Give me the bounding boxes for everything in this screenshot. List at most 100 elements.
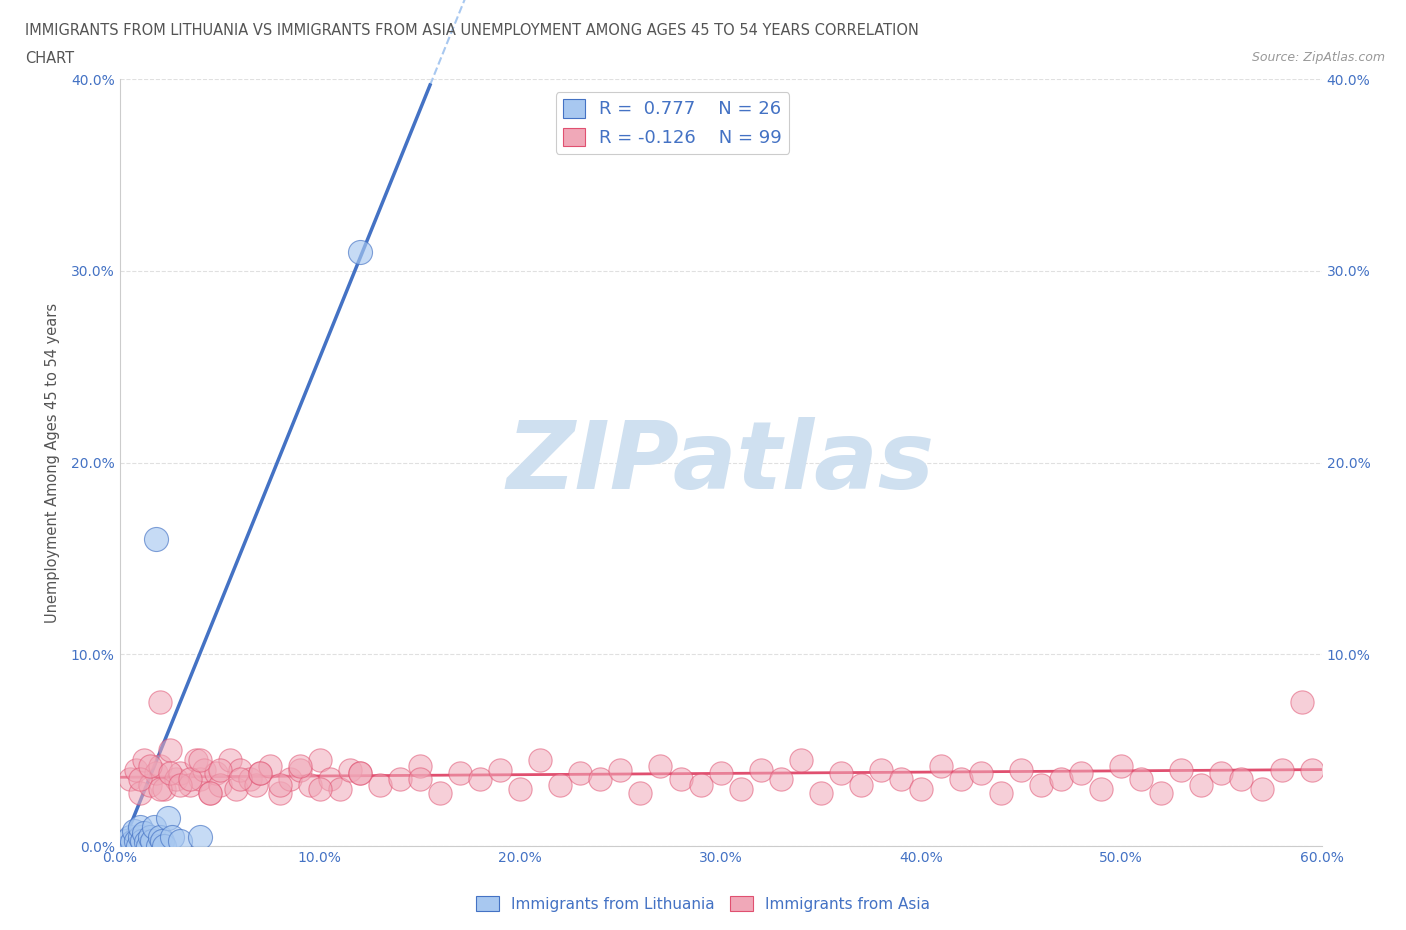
- Point: [128, 772, 150, 787]
- Point: [1271, 763, 1294, 777]
- Point: [929, 758, 952, 773]
- Point: [149, 830, 172, 844]
- Point: [132, 752, 155, 767]
- Point: [122, 824, 145, 839]
- Point: [128, 830, 150, 844]
- Point: [198, 785, 221, 800]
- Point: [179, 772, 201, 787]
- Point: [869, 763, 893, 777]
- Point: [349, 766, 371, 781]
- Point: [188, 830, 211, 844]
- Point: [179, 777, 201, 792]
- Point: [225, 781, 247, 796]
- Point: [890, 772, 912, 787]
- Point: [198, 785, 221, 800]
- Point: [145, 532, 167, 547]
- Point: [689, 777, 711, 792]
- Point: [709, 766, 731, 781]
- Point: [245, 777, 267, 792]
- Point: [630, 785, 652, 800]
- Point: [184, 752, 207, 767]
- Point: [409, 758, 432, 773]
- Point: [849, 777, 872, 792]
- Point: [269, 785, 291, 800]
- Point: [368, 777, 391, 792]
- Point: [218, 752, 240, 767]
- Point: [169, 833, 191, 848]
- Point: [1301, 763, 1323, 777]
- Point: [298, 777, 321, 792]
- Point: [165, 772, 187, 787]
- Point: [529, 752, 551, 767]
- Point: [249, 766, 271, 781]
- Point: [169, 766, 191, 781]
- Point: [141, 833, 163, 848]
- Text: CHART: CHART: [25, 51, 75, 66]
- Point: [790, 752, 813, 767]
- Point: [990, 785, 1012, 800]
- Point: [349, 766, 371, 781]
- Point: [339, 763, 361, 777]
- Point: [1010, 763, 1032, 777]
- Point: [319, 772, 342, 787]
- Point: [1250, 781, 1272, 796]
- Point: [149, 758, 172, 773]
- Point: [589, 772, 612, 787]
- Point: [160, 830, 183, 844]
- Point: [124, 763, 146, 777]
- Point: [138, 777, 160, 792]
- Point: [569, 766, 592, 781]
- Point: [1230, 772, 1253, 787]
- Point: [132, 826, 155, 841]
- Point: [249, 766, 271, 781]
- Point: [159, 766, 181, 781]
- Point: [910, 781, 932, 796]
- Point: [114, 833, 136, 848]
- Point: [489, 763, 512, 777]
- Point: [193, 763, 215, 777]
- Point: [509, 781, 531, 796]
- Point: [429, 785, 451, 800]
- Point: [204, 766, 226, 781]
- Point: [145, 766, 167, 781]
- Point: [1111, 758, 1133, 773]
- Point: [769, 772, 792, 787]
- Point: [309, 752, 332, 767]
- Point: [650, 758, 672, 773]
- Point: [228, 772, 252, 787]
- Point: [150, 833, 173, 848]
- Point: [329, 781, 352, 796]
- Point: [1090, 781, 1112, 796]
- Legend: Immigrants from Lithuania, Immigrants from Asia: Immigrants from Lithuania, Immigrants fr…: [470, 889, 936, 918]
- Point: [188, 772, 211, 787]
- Point: [149, 781, 172, 796]
- Point: [468, 772, 492, 787]
- Point: [208, 777, 231, 792]
- Point: [1150, 785, 1173, 800]
- Text: IMMIGRANTS FROM LITHUANIA VS IMMIGRANTS FROM ASIA UNEMPLOYMENT AMONG AGES 45 TO : IMMIGRANTS FROM LITHUANIA VS IMMIGRANTS …: [25, 23, 920, 38]
- Y-axis label: Unemployment Among Ages 45 to 54 years: Unemployment Among Ages 45 to 54 years: [45, 302, 59, 623]
- Point: [259, 758, 281, 773]
- Point: [1191, 777, 1213, 792]
- Point: [136, 839, 159, 854]
- Point: [288, 758, 311, 773]
- Point: [1050, 772, 1073, 787]
- Text: ZIPatlas: ZIPatlas: [506, 417, 935, 509]
- Point: [730, 781, 752, 796]
- Point: [1170, 763, 1192, 777]
- Point: [1291, 695, 1313, 710]
- Point: [118, 772, 141, 787]
- Point: [609, 763, 631, 777]
- Point: [810, 785, 832, 800]
- Point: [239, 772, 262, 787]
- Point: [1130, 772, 1153, 787]
- Point: [349, 245, 371, 259]
- Point: [152, 781, 174, 796]
- Point: [269, 777, 291, 792]
- Point: [550, 777, 572, 792]
- Point: [278, 772, 301, 787]
- Point: [131, 833, 153, 848]
- Point: [749, 763, 772, 777]
- Point: [127, 839, 149, 854]
- Point: [830, 766, 852, 781]
